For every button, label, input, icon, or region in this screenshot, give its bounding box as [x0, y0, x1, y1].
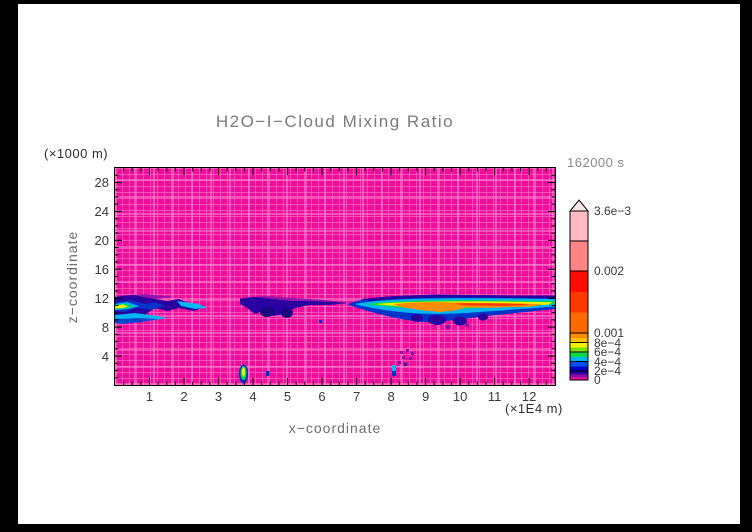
speck: [400, 351, 403, 354]
x-tick-label: 5: [283, 389, 292, 404]
axis-ticks: [115, 168, 555, 385]
speck: [398, 361, 401, 364]
x-tick-label: 3: [214, 389, 223, 404]
colorbar-tick-label: 4e−4: [594, 354, 622, 369]
main-band-navy-blob: [411, 314, 423, 322]
colorbar-tick-label: 2e−4: [594, 364, 622, 378]
y-tick-label: 8: [101, 320, 109, 336]
y-tick-label: 12: [94, 291, 109, 307]
x-axis-title: x−coordinate: [288, 420, 382, 436]
x-tick-label: 1: [145, 389, 154, 404]
speck: [404, 363, 407, 366]
x-tick-label: 9: [421, 389, 430, 404]
x-tick-label: 8: [387, 389, 395, 404]
plot-area: [114, 167, 556, 386]
y-tick-label: 4: [101, 349, 109, 365]
mid-band-lump: [281, 308, 293, 318]
x-tick-label: 6: [318, 389, 326, 404]
figure-canvas: H2O−I−Cloud Mixing Ratio (×1000 m) 16200…: [18, 4, 740, 524]
cloud-contour-shapes: [115, 294, 555, 384]
colorbar-tick-label: 0.001: [594, 326, 625, 340]
speck: [409, 357, 412, 360]
speck-blue-dash: [392, 371, 396, 376]
speck-cyan-dash: [392, 365, 396, 375]
x-tick-label: 11: [487, 389, 502, 404]
colorbar-tick-label: 0: [594, 373, 601, 387]
main-band-purple-dot: [465, 323, 469, 327]
plot-title: H2O−I−Cloud Mixing Ratio: [215, 112, 455, 131]
main-band-purple-dot: [445, 324, 451, 330]
colorbar-tick-label: 8e−4: [594, 335, 622, 350]
mid-band-navy: [240, 297, 346, 316]
x-tick-label: 7: [352, 389, 361, 404]
colorbar-tick-label: 6e−4: [594, 345, 622, 359]
time-annotation: 162000 s: [567, 155, 625, 170]
main-band-red-core: [455, 303, 529, 306]
colorbar-tick-label: 3.6e−3: [594, 204, 632, 218]
main-band-navy-blob: [453, 316, 467, 326]
speck: [411, 352, 414, 355]
y-tick-label: 28: [94, 175, 109, 191]
main-band-navy-top: [360, 294, 555, 301]
y-axis-unit-label: (×1000 m): [44, 146, 109, 161]
y-tick-label: 20: [94, 233, 109, 249]
colorbar: [569, 199, 589, 381]
x-axis-unit-label: (×1E4 m): [505, 401, 563, 416]
y-tick-label: 24: [94, 204, 109, 220]
mid-band-lump: [260, 307, 274, 317]
low-cell-yellow: [241, 367, 246, 377]
left-cloud-cyan-tip: [177, 301, 207, 309]
main-band-navy-blob: [428, 315, 446, 325]
speck: [402, 356, 405, 359]
y-tick-label: 16: [94, 262, 109, 278]
main-band-navy-blob: [478, 313, 488, 321]
x-tick-label: 4: [249, 389, 257, 404]
zero-field-background: [115, 168, 555, 385]
mid-band-speck: [319, 320, 322, 323]
x-tick-label: 10: [452, 389, 468, 404]
x-tick-label: 12: [521, 389, 537, 404]
left-cloud-lower-blue: [115, 318, 159, 324]
low-blue-dot: [266, 371, 270, 376]
speck: [406, 349, 409, 352]
colorbar-tick-label: 0.002: [594, 264, 625, 278]
x-tick-label: 2: [180, 389, 188, 404]
